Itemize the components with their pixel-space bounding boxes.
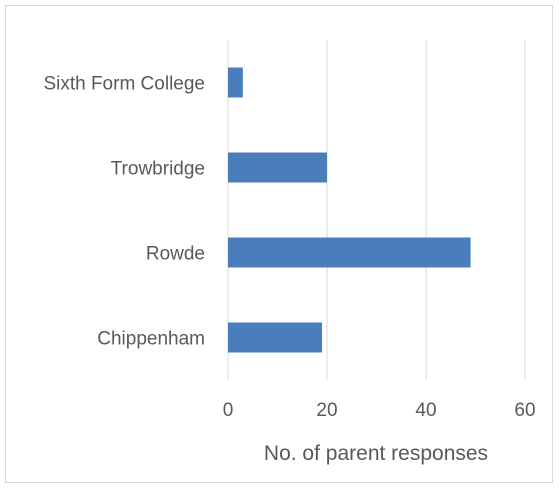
x-tick-labels: 0 20 40 60 — [223, 400, 536, 421]
x-tick-label-20: 20 — [316, 400, 337, 421]
x-tick-label-60: 60 — [514, 400, 535, 421]
x-axis-title: No. of parent responses — [264, 442, 488, 465]
x-tick-label-0: 0 — [223, 400, 234, 421]
bar-rowde — [228, 237, 471, 268]
category-label-trowbridge: Trowbridge — [111, 159, 205, 180]
x-tick-label-40: 40 — [415, 400, 436, 421]
category-label-sixth-form-college: Sixth Form College — [43, 74, 205, 95]
bar-chippenham — [228, 322, 323, 353]
bar-trowbridge — [228, 152, 327, 183]
category-label-rowde: Rowde — [146, 244, 205, 265]
bars — [228, 67, 471, 353]
category-label-chippenham: Chippenham — [97, 329, 205, 350]
bar-sixth-form-college — [228, 67, 243, 98]
category-labels: Sixth Form College Trowbridge Rowde Chippen… — [43, 74, 205, 350]
